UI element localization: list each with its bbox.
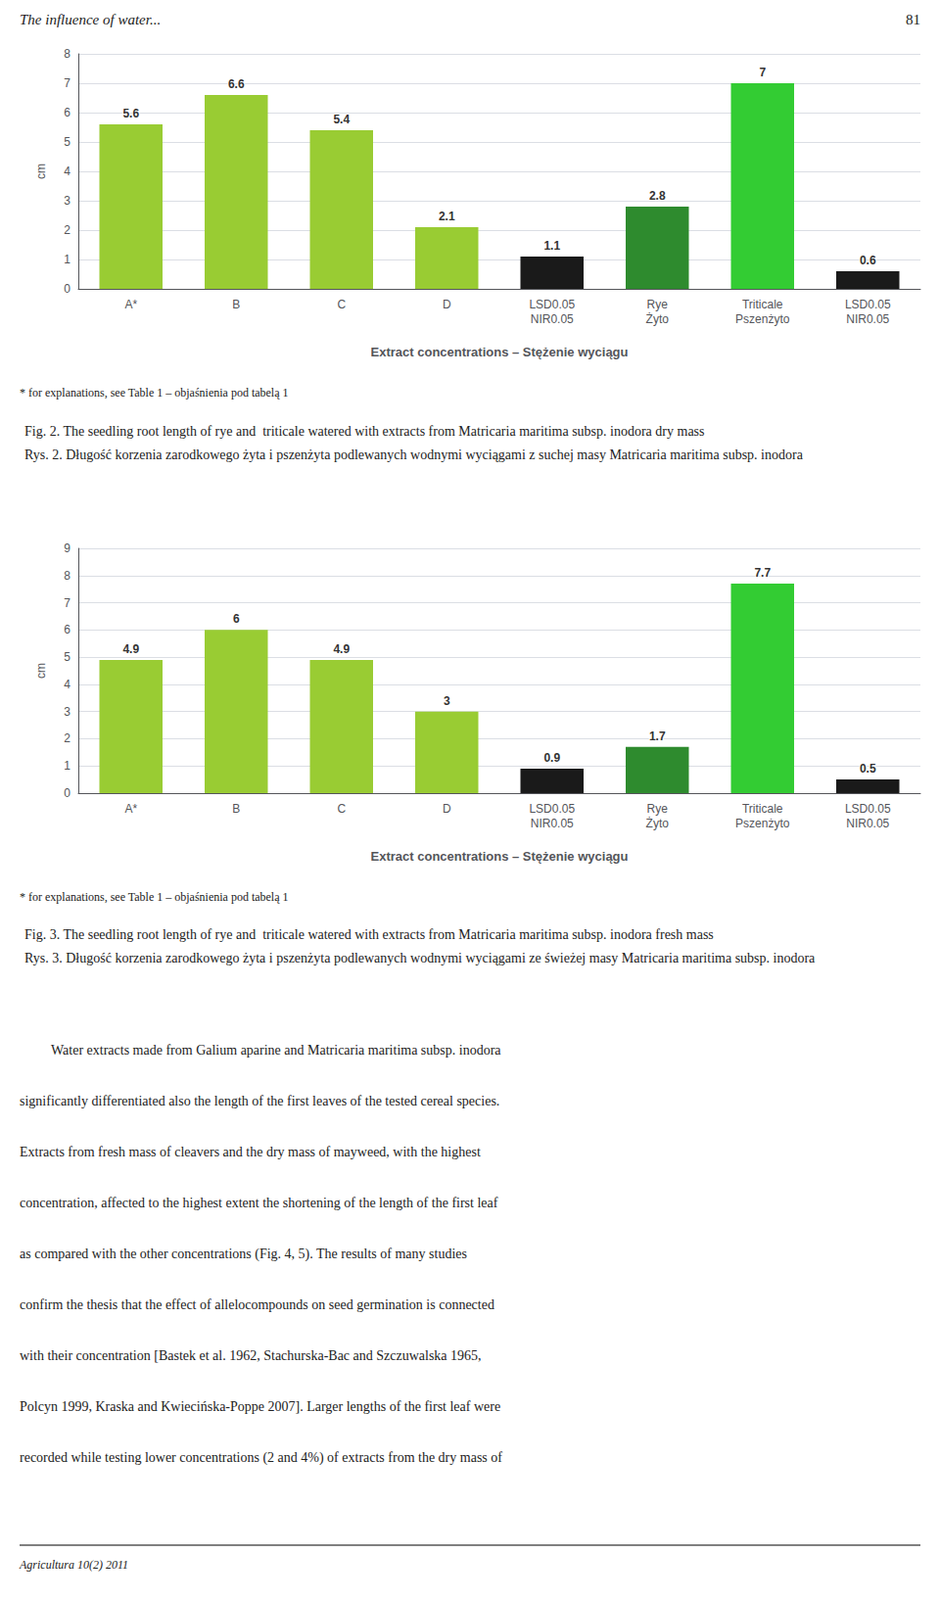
svg-text:as compared with the other con: as compared with the other concentration… — [19, 1246, 468, 1263]
svg-text:6: 6 — [233, 611, 240, 626]
svg-text:cm: cm — [34, 163, 48, 180]
svg-text:C: C — [336, 297, 346, 312]
svg-text:3: 3 — [63, 193, 71, 208]
svg-text:Fig. 3. The seedling root leng: Fig. 3. The seedling root length of rye … — [24, 927, 714, 942]
svg-text:0.6: 0.6 — [859, 253, 877, 268]
svg-text:5.6: 5.6 — [122, 106, 140, 121]
svg-text:The influence of water...: The influence of water... — [19, 11, 161, 28]
svg-text:Pszenżyto: Pszenżyto — [735, 312, 791, 327]
svg-text:8: 8 — [63, 47, 71, 61]
svg-text:B: B — [232, 801, 240, 816]
svg-text:Extract concentrations – Stęże: Extract concentrations – Stężenie wyciąg… — [371, 344, 629, 360]
svg-text:D: D — [442, 801, 452, 816]
svg-text:6: 6 — [63, 622, 71, 637]
svg-text:7.7: 7.7 — [753, 565, 771, 580]
svg-text:3: 3 — [443, 694, 451, 708]
svg-text:LSD0.05: LSD0.05 — [845, 297, 892, 312]
svg-text:A*: A* — [124, 801, 138, 816]
svg-text:1: 1 — [63, 758, 71, 773]
svg-text:8: 8 — [63, 568, 71, 583]
svg-text:0: 0 — [63, 786, 71, 800]
svg-text:4: 4 — [63, 677, 71, 692]
svg-text:Agricultura 10(2) 2011: Agricultura 10(2) 2011 — [18, 1557, 129, 1572]
svg-text:Rye: Rye — [647, 297, 669, 312]
svg-text:NIR0.05: NIR0.05 — [530, 312, 574, 327]
svg-text:1.7: 1.7 — [649, 729, 666, 744]
svg-text:7: 7 — [63, 596, 71, 611]
svg-text:2: 2 — [63, 731, 71, 746]
svg-text:0.9: 0.9 — [543, 751, 561, 765]
svg-text:Rys. 3. Długość korzenia zarod: Rys. 3. Długość korzenia zarodkowego żyt… — [24, 950, 816, 966]
svg-text:1: 1 — [63, 252, 71, 267]
svg-text:2: 2 — [63, 223, 71, 237]
svg-text:5: 5 — [63, 135, 71, 149]
svg-text:LSD0.05: LSD0.05 — [528, 297, 575, 312]
svg-text:0: 0 — [63, 282, 71, 296]
svg-text:Triticale: Triticale — [742, 297, 784, 312]
svg-text:* for explanations, see Table: * for explanations, see Table 1 – objaśn… — [19, 890, 289, 904]
svg-text:Polcyn 1999, Kraska and Kwieci: Polcyn 1999, Kraska and Kwiecińska-Poppe… — [19, 1399, 501, 1414]
svg-text:Rys. 2. Długość korzenia zarod: Rys. 2. Długość korzenia zarodkowego żyt… — [24, 447, 804, 463]
svg-text:1.1: 1.1 — [543, 238, 561, 253]
svg-text:confirm the thesis that the ef: confirm the thesis that the effect of al… — [19, 1297, 495, 1313]
svg-text:Pszenżyto: Pszenżyto — [735, 816, 791, 831]
svg-text:3: 3 — [63, 705, 71, 719]
svg-text:81: 81 — [905, 11, 921, 28]
svg-text:5: 5 — [63, 650, 71, 664]
svg-text:5.4: 5.4 — [332, 112, 350, 127]
svg-text:NIR0.05: NIR0.05 — [530, 816, 574, 831]
svg-text:Water extracts made from Galiu: Water extracts made from Galium aparine … — [50, 1042, 502, 1058]
svg-text:C: C — [336, 801, 346, 816]
svg-text:LSD0.05: LSD0.05 — [845, 801, 892, 816]
svg-text:LSD0.05: LSD0.05 — [528, 801, 575, 816]
svg-text:A*: A* — [124, 297, 138, 312]
svg-text:6.6: 6.6 — [228, 77, 245, 92]
svg-text:9: 9 — [63, 541, 71, 556]
svg-text:4.9: 4.9 — [332, 642, 350, 657]
svg-text:6: 6 — [63, 105, 71, 120]
svg-text:concentration, affected to the: concentration, affected to the highest e… — [19, 1195, 499, 1211]
svg-text:Extract concentrations – Stęże: Extract concentrations – Stężenie wyciąg… — [371, 848, 629, 864]
svg-text:0.5: 0.5 — [859, 761, 877, 776]
svg-text:Żyto: Żyto — [646, 312, 670, 327]
svg-text:2.1: 2.1 — [438, 209, 456, 224]
svg-text:Extracts from fresh mass of cl: Extracts from fresh mass of cleavers and… — [19, 1144, 481, 1160]
svg-text:with their concentration [Bast: with their concentration [Bastek et al. … — [19, 1348, 482, 1363]
svg-text:4: 4 — [63, 164, 71, 179]
svg-text:recorded while testing lower c: recorded while testing lower concentrati… — [19, 1450, 503, 1466]
svg-text:2.8: 2.8 — [649, 188, 666, 203]
svg-text:4.9: 4.9 — [122, 642, 140, 657]
svg-text:7: 7 — [63, 76, 71, 91]
svg-text:Fig. 2. The seedling root leng: Fig. 2. The seedling root length of rye … — [24, 423, 705, 439]
svg-text:Żyto: Żyto — [646, 816, 670, 831]
svg-text:Triticale: Triticale — [742, 801, 784, 816]
svg-text:B: B — [232, 297, 240, 312]
svg-text:* for explanations, see Table: * for explanations, see Table 1 – objaśn… — [19, 385, 289, 400]
svg-text:NIR0.05: NIR0.05 — [846, 816, 890, 831]
svg-text:7: 7 — [758, 65, 766, 80]
svg-text:D: D — [442, 297, 452, 312]
svg-text:cm: cm — [34, 662, 48, 679]
svg-text:Rye: Rye — [647, 801, 669, 816]
svg-text:significantly differentiated a: significantly differentiated also the le… — [19, 1093, 500, 1109]
svg-text:NIR0.05: NIR0.05 — [846, 312, 890, 327]
